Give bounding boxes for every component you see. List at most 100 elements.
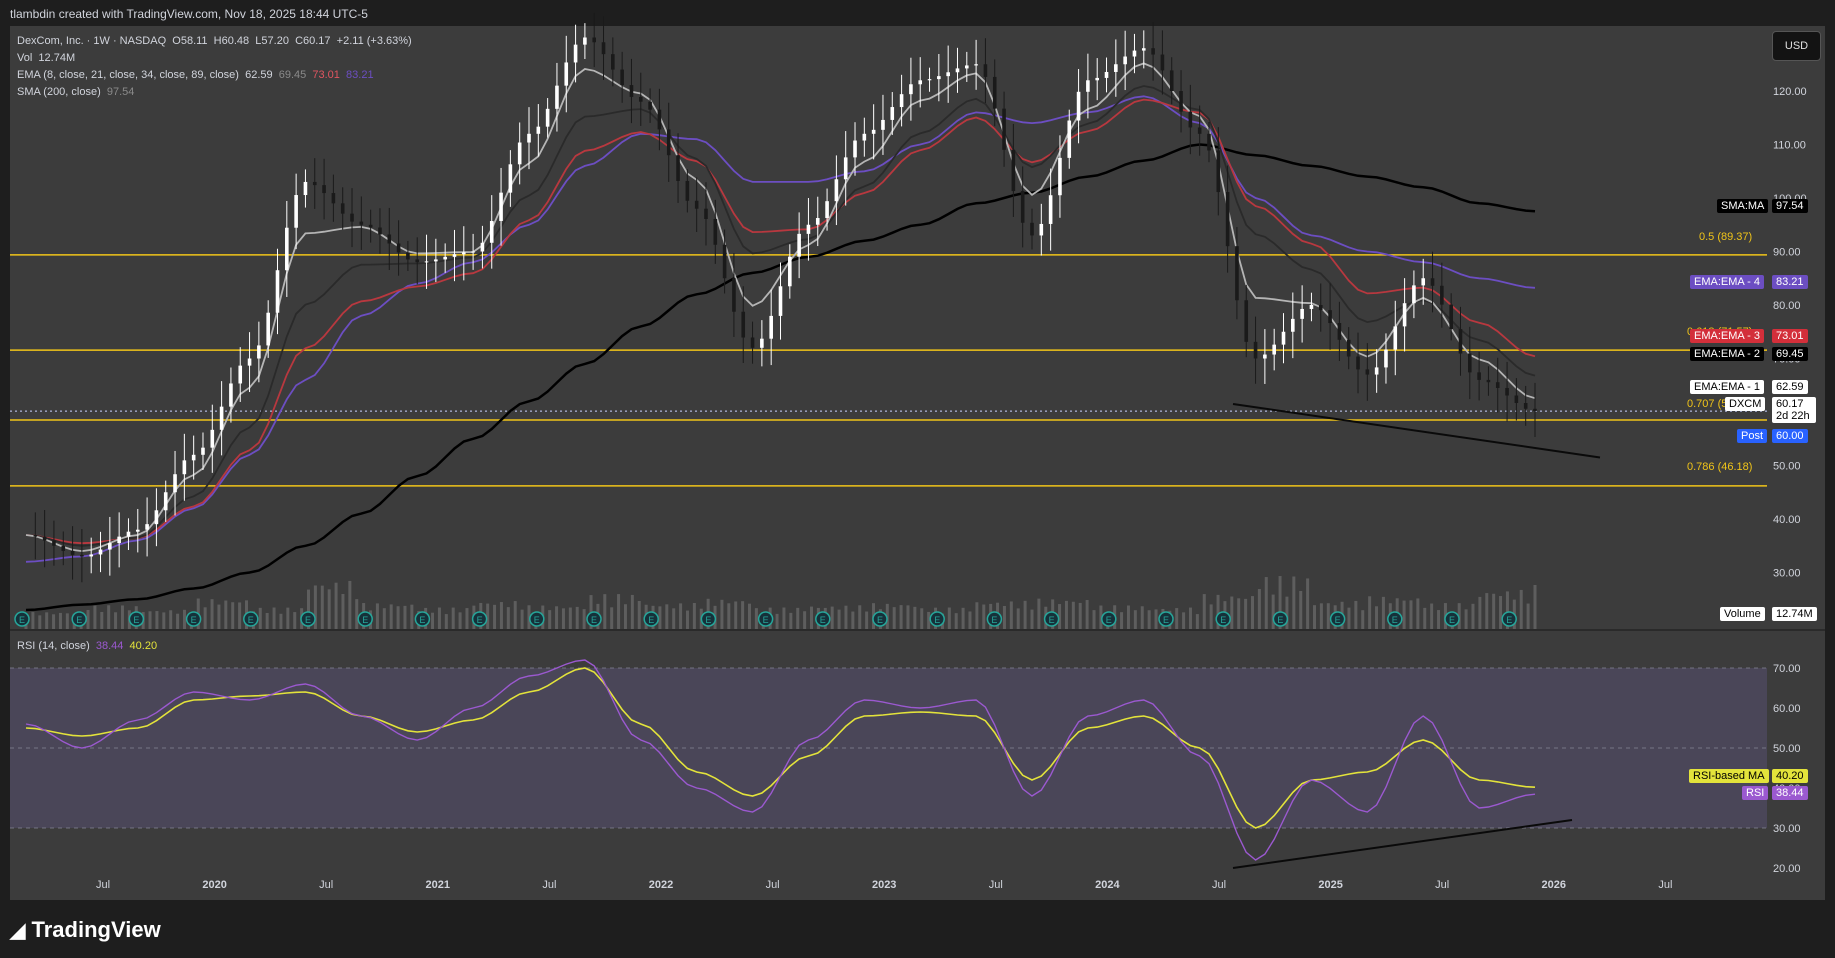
candle-body	[1225, 192, 1230, 247]
volume-bar	[582, 609, 586, 629]
legend-c-label: C	[295, 35, 304, 47]
volume-bar	[162, 612, 166, 629]
volume-bar	[1202, 594, 1206, 629]
volume-bar	[851, 611, 855, 629]
volume-bar	[513, 601, 517, 629]
volume-bar	[313, 585, 317, 629]
candle-body	[927, 79, 932, 81]
volume-bar	[1519, 589, 1523, 629]
candle-body	[1300, 308, 1304, 319]
earnings-icon	[1215, 611, 1231, 627]
volume-bar	[231, 602, 235, 629]
volume-bar	[1216, 594, 1220, 629]
legend-o-label: O	[172, 35, 181, 47]
candle-body	[704, 208, 708, 220]
candle-body	[722, 244, 727, 279]
volume-bar	[830, 606, 834, 629]
volume-bar	[947, 607, 951, 629]
volume-bar	[1058, 604, 1062, 629]
volume-bar	[286, 607, 290, 629]
earnings-glyph: E	[1335, 615, 1341, 625]
volume-bar	[837, 609, 841, 629]
volume-bar	[410, 604, 414, 629]
earnings-glyph: E	[133, 615, 139, 625]
legend-ema1-value: 62.59	[245, 69, 273, 81]
candle-body	[1458, 329, 1463, 354]
candle-body	[890, 107, 895, 120]
candle-body	[1440, 285, 1444, 305]
candle-body	[909, 84, 913, 95]
volume-bar	[741, 601, 745, 629]
candle-body	[229, 383, 233, 407]
volume-bar	[1009, 601, 1013, 629]
volume-bar	[38, 615, 42, 629]
brand-logo[interactable]: ◢ TradingView	[10, 917, 161, 943]
currency-button[interactable]: USD	[1772, 31, 1821, 61]
volume-bar	[913, 606, 917, 629]
volume-bar	[1133, 610, 1137, 629]
rsi-axis-label: 50.00	[1773, 743, 1801, 755]
rsi-axis-label: 30.00	[1773, 823, 1801, 835]
volume-bar	[520, 609, 524, 629]
candle-body	[1533, 408, 1537, 412]
candle-body	[1291, 318, 1295, 332]
candle-body	[1076, 91, 1081, 121]
earnings-icon	[1387, 611, 1403, 627]
volume-bar	[1264, 577, 1268, 629]
earnings-glyph: E	[1392, 615, 1398, 625]
volume-bar	[672, 608, 676, 629]
volume-bar	[961, 607, 965, 629]
time-axis-label: 2021	[426, 879, 450, 891]
candle-body	[1114, 64, 1118, 72]
volume-bar	[375, 603, 379, 629]
earnings-icon	[185, 611, 202, 627]
candle-body	[964, 65, 969, 69]
volume-bar	[1423, 607, 1427, 629]
legend-rsi-label: RSI (14, close)	[17, 640, 90, 652]
candle-body	[843, 157, 848, 180]
legend-vol-value: 12.74M	[38, 52, 76, 64]
candle-body	[871, 129, 876, 134]
candle-body	[387, 234, 392, 244]
earnings-icon	[757, 611, 774, 627]
volume-bar	[975, 602, 979, 629]
candle-body	[1318, 305, 1323, 311]
candle-body	[210, 429, 215, 448]
volume-bar	[148, 611, 152, 629]
candle-body	[983, 64, 988, 77]
volume-bar	[747, 603, 751, 629]
volume-bar	[1230, 596, 1234, 629]
tag-ema3-value: 73.01	[1772, 329, 1808, 343]
candle-body	[1244, 300, 1249, 342]
candle-body	[247, 358, 252, 366]
legend-h-label: H	[213, 35, 222, 47]
volume-bar	[334, 582, 338, 629]
candle-body	[834, 179, 839, 202]
volume-bar	[1064, 600, 1068, 629]
earnings-icon	[1272, 611, 1289, 627]
volume-bar	[176, 613, 180, 629]
candle-body	[1263, 354, 1267, 359]
volume-bar	[506, 607, 510, 629]
candle-body	[1123, 56, 1127, 65]
attribution-bar: tlambdin created with TradingView.com, N…	[0, 0, 1835, 26]
trendlines-layer	[1232, 402, 1601, 869]
volume-bar	[1471, 603, 1475, 629]
candle-body	[126, 531, 131, 537]
volume-bar	[1278, 576, 1282, 629]
volume-bar	[217, 604, 221, 629]
time-axis-label: Jul	[319, 879, 333, 891]
volume-bar	[1257, 589, 1261, 629]
volume-bar	[920, 608, 924, 629]
candle-body	[629, 85, 634, 97]
volume-bar	[499, 602, 503, 629]
volume-bar	[892, 607, 896, 629]
legend-rsi-ma-value: 40.20	[129, 640, 158, 652]
volume-bar	[982, 604, 986, 629]
rsi-line	[25, 659, 1536, 861]
volume-bar	[1381, 596, 1385, 629]
volume-bar	[1085, 600, 1089, 629]
volume-bar	[1478, 596, 1482, 629]
earnings-glyph: E	[1449, 615, 1455, 625]
